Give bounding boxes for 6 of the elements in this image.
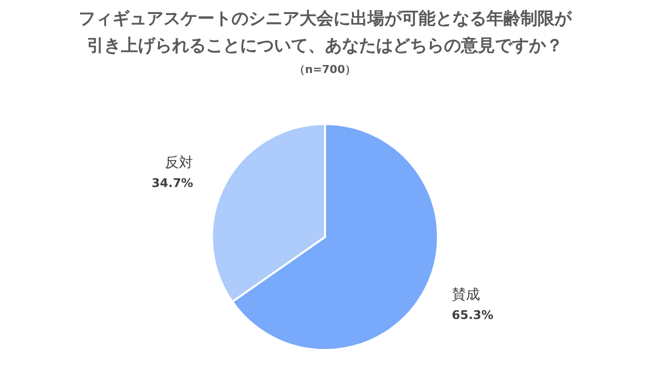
chart-title: フィギュアスケートのシニア大会に出場が可能となる年齢制限が引き上げられることについて、あなたはどちらの意見ですか？ <box>78 8 573 58</box>
chart-subtitle: （n=700） <box>292 62 357 77</box>
data-label: 34.7% <box>152 176 194 190</box>
data-label: 65.3% <box>452 308 494 322</box>
slice-label: 賛成 <box>452 287 480 304</box>
slice-label: 反対 <box>165 154 194 171</box>
